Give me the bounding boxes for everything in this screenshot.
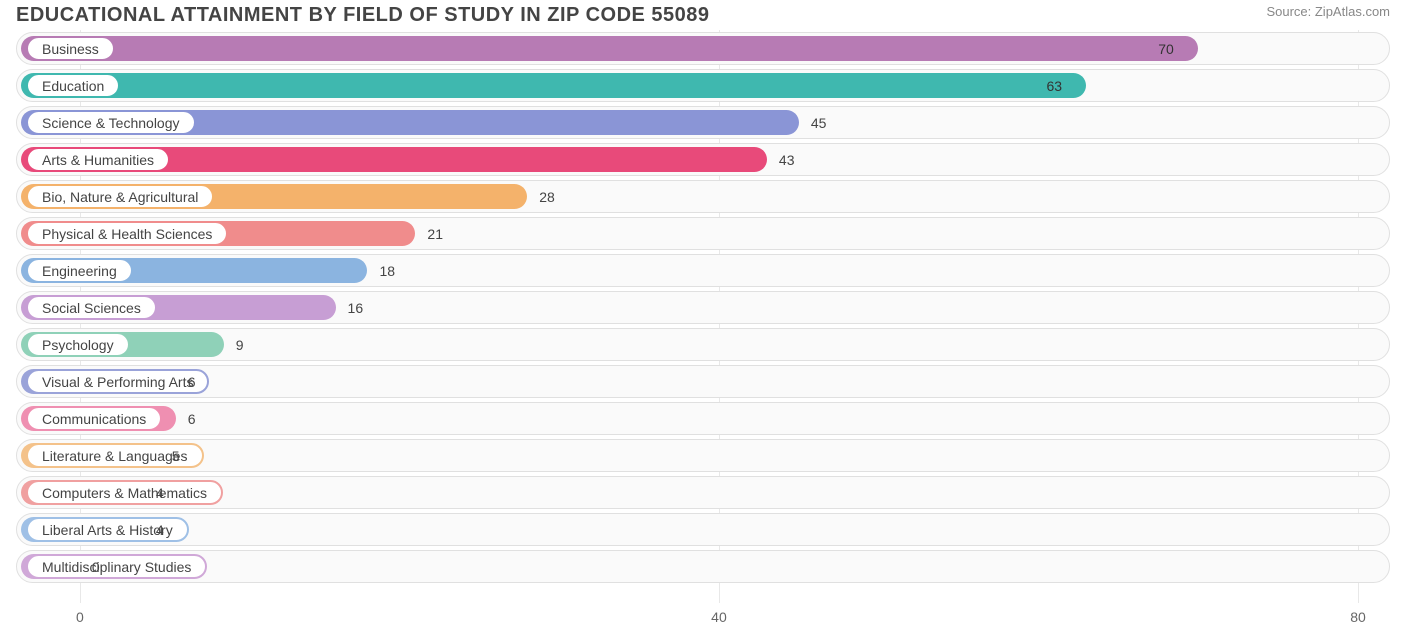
bar-row: Liberal Arts & History4 <box>16 511 1390 548</box>
bar-row: Physical & Health Sciences 21 <box>16 215 1390 252</box>
bar-value: 28 <box>539 189 555 205</box>
bar-label-pill: Education <box>26 73 120 98</box>
bar-value: 43 <box>779 152 795 168</box>
bar-value: 21 <box>427 226 443 242</box>
bar-row: Social Sciences 16 <box>16 289 1390 326</box>
bar-label-pill: Business <box>26 36 115 61</box>
x-tick: 40 <box>711 609 727 625</box>
bar-row: Communications 6 <box>16 400 1390 437</box>
bar-label-pill: Communications <box>26 406 162 431</box>
bar-track <box>16 402 1390 435</box>
bar-label-pill: Multidisciplinary Studies <box>26 554 207 579</box>
bar-row: Visual & Performing Arts6 <box>16 363 1390 400</box>
bar-label-pill: Psychology <box>26 332 130 357</box>
bar-row: Computers & Mathematics4 <box>16 474 1390 511</box>
bar-label-pill: Visual & Performing Arts <box>26 369 209 394</box>
bar-label-pill: Engineering <box>26 258 133 283</box>
bar-label-pill: Arts & Humanities <box>26 147 170 172</box>
bar-label-pill: Liberal Arts & History <box>26 517 189 542</box>
bar-value: 45 <box>811 115 827 131</box>
bar-value: 70 <box>1158 41 1174 57</box>
bar <box>21 73 1086 98</box>
bar-row: Multidisciplinary Studies0 <box>16 548 1390 585</box>
bar-row: Engineering 18 <box>16 252 1390 289</box>
x-axis: 0 40 80 <box>16 605 1390 625</box>
bar-row: Bio, Nature & Agricultural 28 <box>16 178 1390 215</box>
bar-value: 5 <box>172 448 180 464</box>
bar-row: Literature & Languages5 <box>16 437 1390 474</box>
bar-value: 4 <box>156 485 164 501</box>
bar-label-pill: Computers & Mathematics <box>26 480 223 505</box>
bar-row: Arts & Humanities 43 <box>16 141 1390 178</box>
bar-value: 0 <box>92 559 100 575</box>
bar-row: Psychology 9 <box>16 326 1390 363</box>
bar-track <box>16 513 1390 546</box>
chart-area: Business 70 Education 63 Science & Technolog… <box>16 30 1390 603</box>
bar-row: Business 70 <box>16 30 1390 67</box>
bar-label-pill: Bio, Nature & Agricultural <box>26 184 214 209</box>
bar-row: Science & Technology 45 <box>16 104 1390 141</box>
bar-value: 9 <box>236 337 244 353</box>
bar-label-pill: Social Sciences <box>26 295 157 320</box>
bar-value: 18 <box>379 263 395 279</box>
chart-title: EDUCATIONAL ATTAINMENT BY FIELD OF STUDY… <box>16 4 710 27</box>
bar-track <box>16 550 1390 583</box>
bar-label-pill: Physical & Health Sciences <box>26 221 228 246</box>
bar-value: 6 <box>188 411 196 427</box>
bar-row: Education 63 <box>16 67 1390 104</box>
bar-track <box>16 439 1390 472</box>
chart-source: Source: ZipAtlas.com <box>1266 4 1390 19</box>
bar <box>21 36 1198 61</box>
bar-value: 16 <box>348 300 364 316</box>
x-tick: 80 <box>1350 609 1366 625</box>
bar-value: 6 <box>188 374 196 390</box>
bar-label-pill: Science & Technology <box>26 110 196 135</box>
bar-value: 4 <box>156 522 164 538</box>
x-tick: 0 <box>76 609 84 625</box>
bar-value: 63 <box>1046 78 1062 94</box>
bar-track <box>16 365 1390 398</box>
